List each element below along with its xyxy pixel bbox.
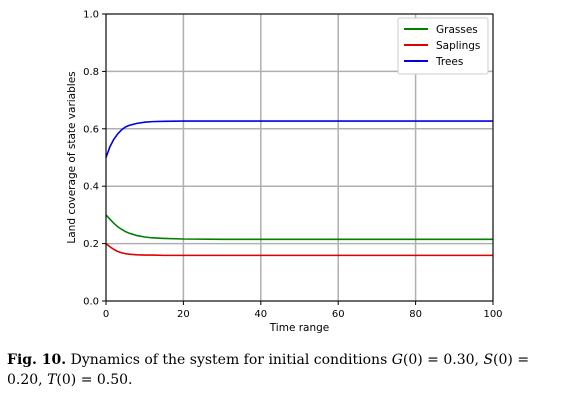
series-lines: [105, 120, 493, 257]
x-tick-label: 20: [177, 309, 190, 320]
x-tick-label: 0: [103, 309, 109, 320]
caption-t-value: (0) = 0.50.: [56, 372, 133, 388]
x-tick-label: 60: [332, 309, 345, 320]
y-tick-label: 0.4: [83, 182, 99, 193]
caption-s-symbol: S: [483, 352, 494, 368]
legend-label-saplings: Saplings: [436, 40, 480, 52]
x-tick-label: 40: [254, 309, 267, 320]
legend-label-trees: Trees: [435, 56, 463, 68]
y-tick-label: 0.2: [83, 239, 99, 250]
legend: Grasses Saplings Trees: [397, 17, 489, 75]
series-line-grasses: [105, 214, 493, 241]
y-tick-label: 0.8: [83, 67, 99, 78]
y-tick-label: 0.6: [83, 124, 99, 135]
plot-frame: [105, 13, 494, 302]
series-line-trees: [105, 120, 493, 158]
y-tick-label: 1.0: [83, 10, 99, 21]
series-line-saplings: [105, 242, 493, 257]
axis-ticks: 0 20 40 60 80 100 0.0 0.2 0.4 0.6 0.8 1.0: [83, 10, 502, 321]
legend-label-grasses: Grasses: [436, 24, 478, 36]
x-tick-label: 80: [409, 309, 422, 320]
caption-t-symbol: T: [47, 372, 57, 388]
caption-g-symbol: G: [391, 352, 403, 368]
caption-s-value: (0) = 0.20,: [7, 352, 530, 388]
x-axis-label: Time range: [269, 322, 330, 334]
figure-caption: Fig. 10. Dynamics of the system for init…: [7, 350, 567, 390]
line-chart: 0 20 40 60 80 100 0.0 0.2 0.4 0.6 0.8 1.0 Time rang…: [66, 10, 503, 335]
y-tick-label: 0.0: [83, 297, 99, 308]
caption-text: Dynamics of the system for initial condi…: [66, 352, 392, 368]
figure-label: Fig. 10.: [7, 352, 67, 368]
x-tick-label: 100: [483, 309, 502, 320]
caption-g-value: (0) = 0.30,: [402, 352, 484, 368]
y-axis-label: Land coverage of state variables: [66, 71, 78, 243]
